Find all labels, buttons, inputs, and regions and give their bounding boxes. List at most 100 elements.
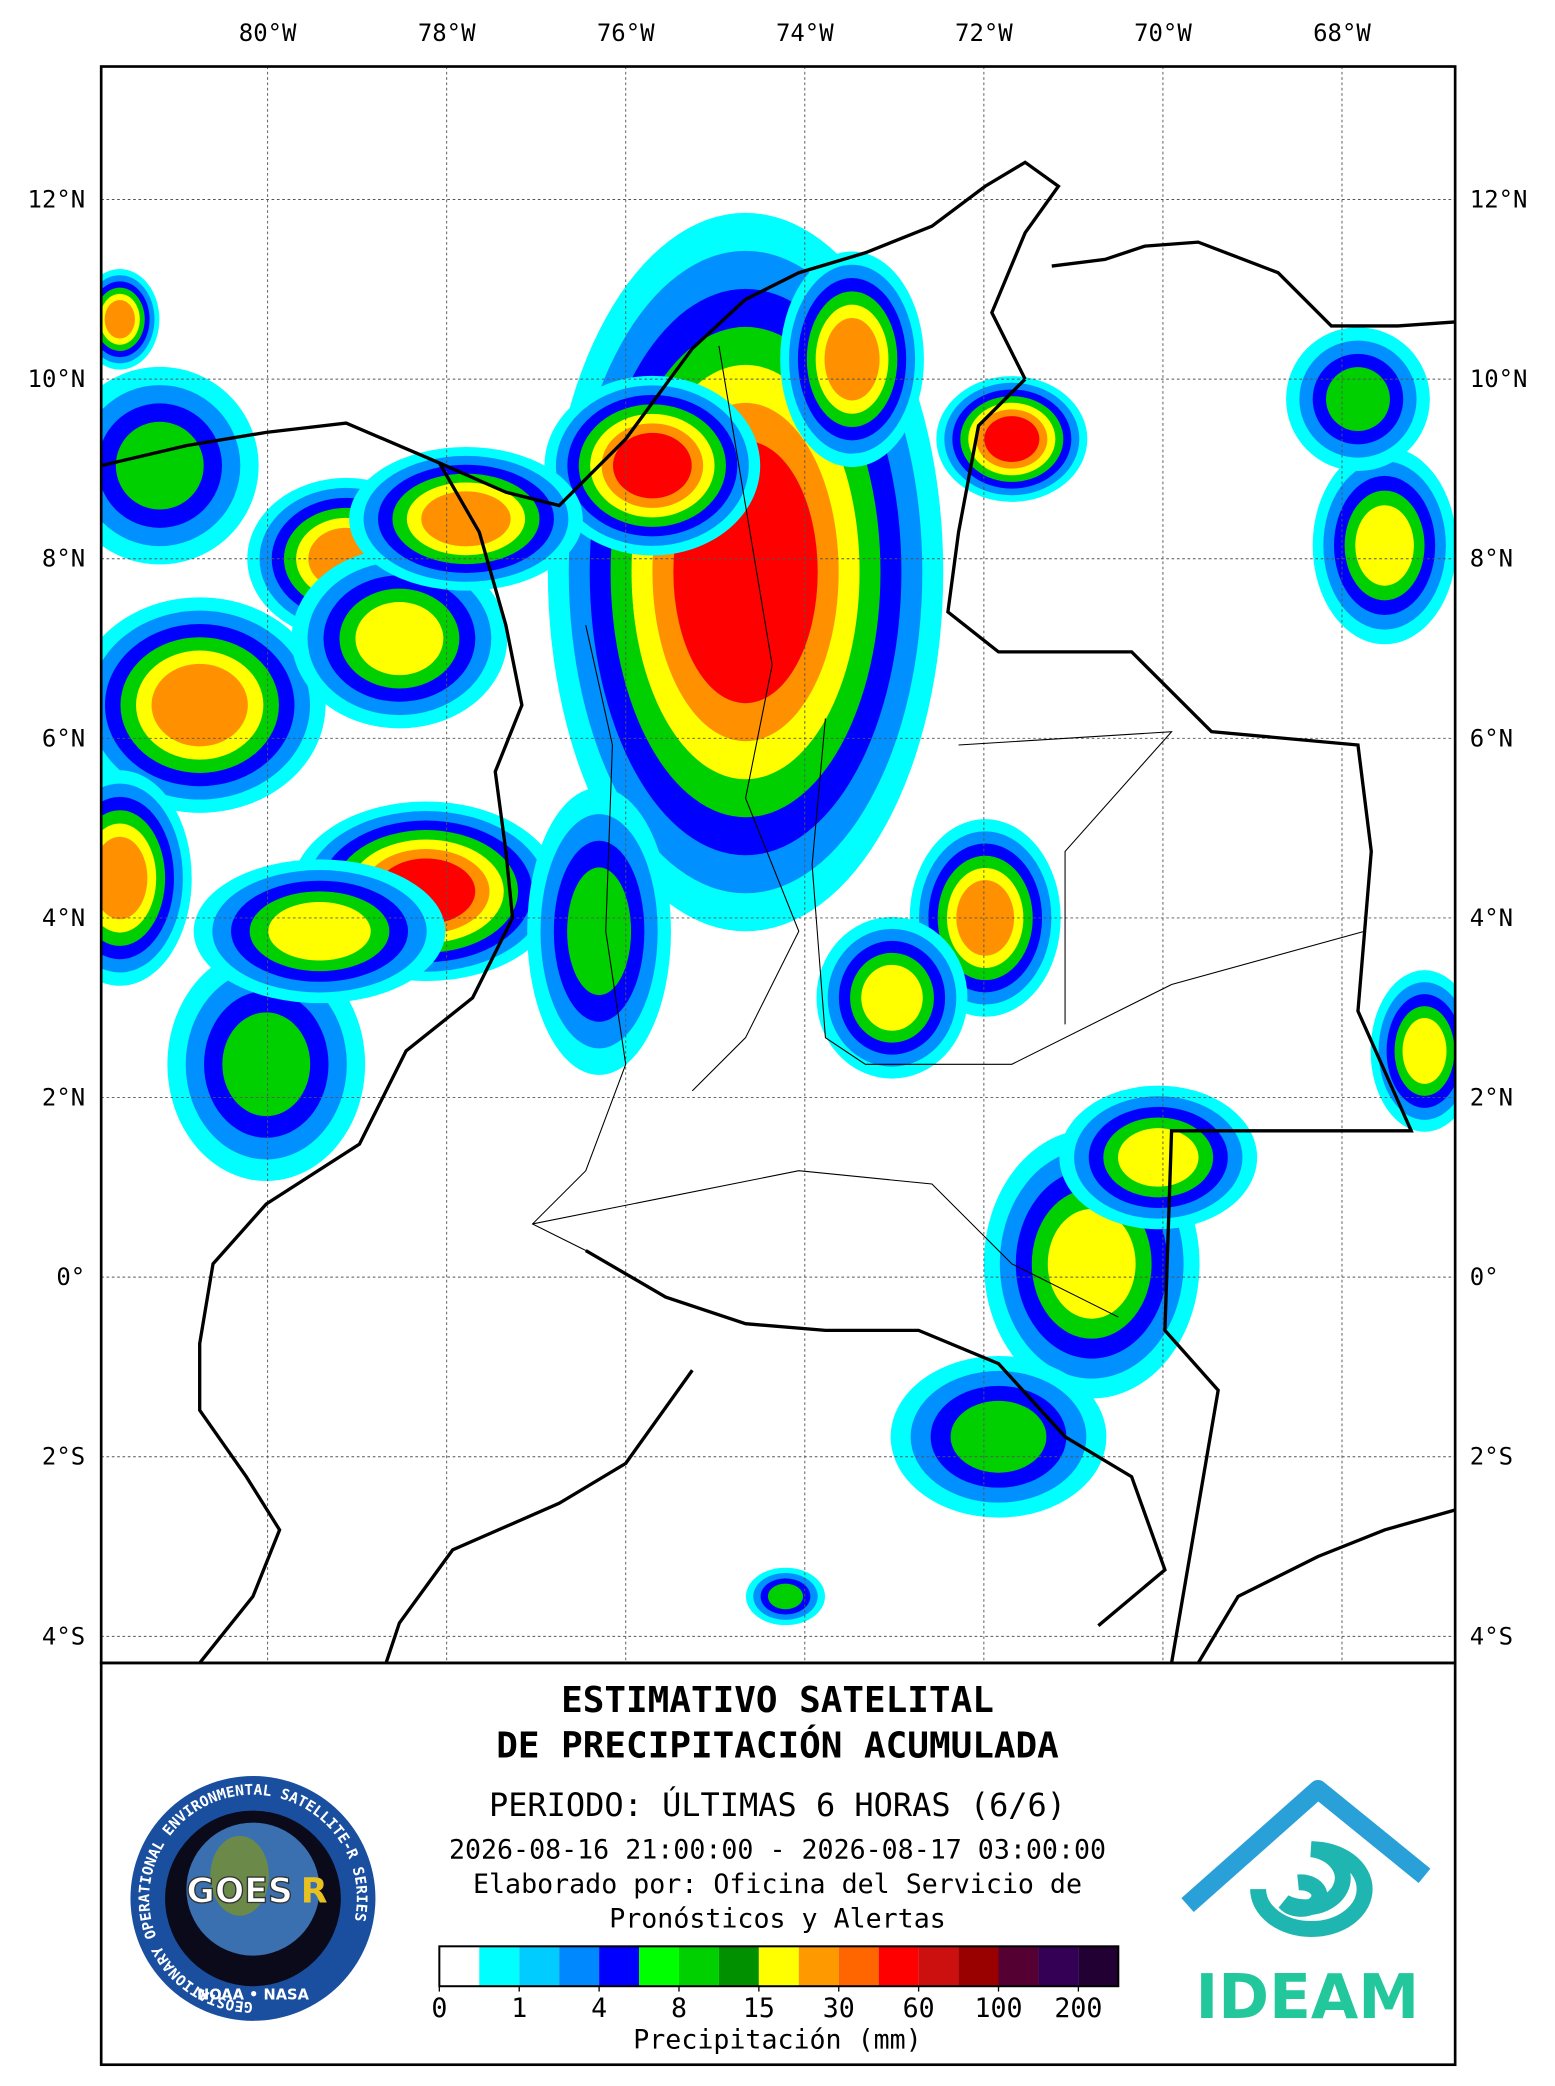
- colorbar-frame: [438, 1945, 1120, 1988]
- colorbar-swatch: [918, 1946, 959, 1987]
- legend-panel: [99, 1661, 1457, 2067]
- y-tick-label: 12°N: [28, 186, 86, 214]
- credit: Pronósticos y Alertas: [609, 1904, 946, 1935]
- colorbar-swatch: [758, 1946, 799, 1987]
- precip-blob: [861, 964, 923, 1031]
- x-tick-label: 78°W: [418, 19, 476, 47]
- colorbar: 0 1 4 8 15 30 60 100 200: [431, 1945, 1120, 2024]
- logo-r: R: [301, 1871, 328, 1911]
- colorbar-tick-label: 30: [823, 1993, 855, 2024]
- y-tick-label: 0°: [1470, 1263, 1499, 1291]
- precip-blob: [950, 1400, 1047, 1473]
- precip-blob: [101, 836, 148, 920]
- colorbar-swatch: [718, 1946, 759, 1987]
- y-tick-label: 4°S: [1470, 1622, 1513, 1650]
- peru-border: [584, 1249, 1167, 1627]
- colorbar-swatch: [439, 1946, 480, 1987]
- colorbar-swatch: [958, 1946, 999, 1987]
- title-line: DE PRECIPITACIÓN ACUMULADA: [496, 1724, 1059, 1766]
- colorbar-swatch: [798, 1946, 839, 1987]
- colorbar-swatch: [1078, 1946, 1119, 1987]
- admin-line: [958, 731, 1173, 1025]
- y-tick-label: 8°N: [42, 545, 85, 573]
- y-tick-label: 10°N: [28, 365, 86, 393]
- y-tick-label: 0°: [56, 1263, 85, 1291]
- colorbar-swatch: [1038, 1946, 1079, 1987]
- x-tick-label: 74°W: [776, 19, 834, 47]
- logo-land: [210, 1835, 269, 1916]
- y-tick-label: 10°N: [1470, 365, 1528, 393]
- colorbar-swatch: [678, 1946, 719, 1987]
- precip-blob: [355, 601, 444, 676]
- precip-blob: [1047, 1208, 1136, 1319]
- coastlines: [101, 160, 1456, 1663]
- y-tick-label: 4°N: [42, 904, 85, 932]
- grid: [101, 66, 1456, 1663]
- colorbar-swatch: [998, 1946, 1039, 1987]
- x-tick-label: 72°W: [955, 19, 1013, 47]
- colorbar-swatch: [479, 1946, 520, 1987]
- colorbar-tick-label: 200: [1054, 1993, 1102, 2024]
- colorbar-label: Precipitación (mm): [633, 2025, 921, 2056]
- precip-blob: [268, 901, 371, 961]
- precip-blob: [1117, 1128, 1199, 1187]
- colorbar-tick-label: 0: [431, 1993, 447, 2024]
- venezuela-coast: [1051, 240, 1456, 328]
- precip-blob: [1402, 1018, 1447, 1084]
- precip-blob: [567, 867, 632, 996]
- precip-blob: [115, 421, 204, 510]
- goes-logo: GEOSTATIONARY OPERATIONAL ENVIRONMENTAL …: [130, 1776, 376, 2021]
- colorbar-tick-label: 4: [591, 1993, 607, 2024]
- logo-agencies: NOAA • NASA: [197, 1987, 310, 2004]
- y-tick-label: 12°N: [1470, 186, 1528, 214]
- precip-blob: [824, 317, 880, 401]
- precipitation-layer: [101, 212, 1456, 1626]
- y-tick-label: 2°N: [42, 1084, 85, 1112]
- y-tick-label: 8°N: [1470, 545, 1513, 573]
- caribbean-coast: [101, 160, 1061, 508]
- precip-blob: [612, 432, 692, 499]
- x-tick-label: 76°W: [597, 19, 655, 47]
- precip-blob: [1355, 505, 1414, 586]
- y-tick-label: 6°N: [1470, 724, 1513, 752]
- precip-blob: [767, 1583, 804, 1610]
- brazil-border: [1196, 1508, 1456, 1663]
- y-tick-label: 2°S: [1470, 1443, 1513, 1471]
- admin-line: [811, 718, 1365, 1065]
- x-tick-label: 70°W: [1134, 19, 1192, 47]
- colorbar-swatch: [519, 1946, 560, 1987]
- x-tick-label: 68°W: [1313, 19, 1371, 47]
- admin-line: [532, 1170, 1119, 1318]
- y-tick-label: 2°N: [1470, 1084, 1513, 1112]
- y-tick-label: 4°S: [42, 1622, 85, 1650]
- colorbar-tick-label: 100: [974, 1993, 1022, 2024]
- colorbar-swatch: [639, 1946, 679, 1987]
- logo-swirl: [1250, 1841, 1373, 1937]
- precip-blob: [222, 1012, 311, 1117]
- colorbar-tick-label: 1: [511, 1993, 527, 2024]
- admin-line: [691, 345, 800, 1092]
- y-tick-label: 4°N: [1470, 904, 1513, 932]
- pacific-coast: [198, 462, 524, 1663]
- precip-blob: [104, 300, 135, 339]
- y-tick-label: 2°S: [42, 1443, 85, 1471]
- admin-boundaries: [531, 345, 1365, 1318]
- credit: Elaborado por: Oficina del Servicio de: [473, 1869, 1082, 1900]
- x-tick-label: 80°W: [239, 19, 297, 47]
- logo-ideam: IDEAM: [1196, 1962, 1420, 2033]
- precip-blob: [1326, 367, 1390, 432]
- colorbar-tick-label: 15: [743, 1993, 775, 2024]
- precip-blob: [984, 416, 1040, 462]
- logo-goes: GOES: [186, 1871, 292, 1911]
- colorbar-tick-label: 8: [671, 1993, 687, 2024]
- colorbar-swatch: [599, 1946, 640, 1987]
- logo-roof: [1181, 1780, 1431, 1913]
- date-range: 2026-08-16 21:00:00 - 2026-08-17 03:00:0…: [449, 1835, 1106, 1866]
- peru-coast: [384, 1369, 694, 1663]
- y-tick-label: 6°N: [42, 724, 85, 752]
- precip-blob: [421, 491, 511, 547]
- period: PERIODO: ÚLTIMAS 6 HORAS (6/6): [489, 1785, 1066, 1824]
- colorbar-swatch: [878, 1946, 919, 1987]
- precip-blob: [151, 663, 248, 747]
